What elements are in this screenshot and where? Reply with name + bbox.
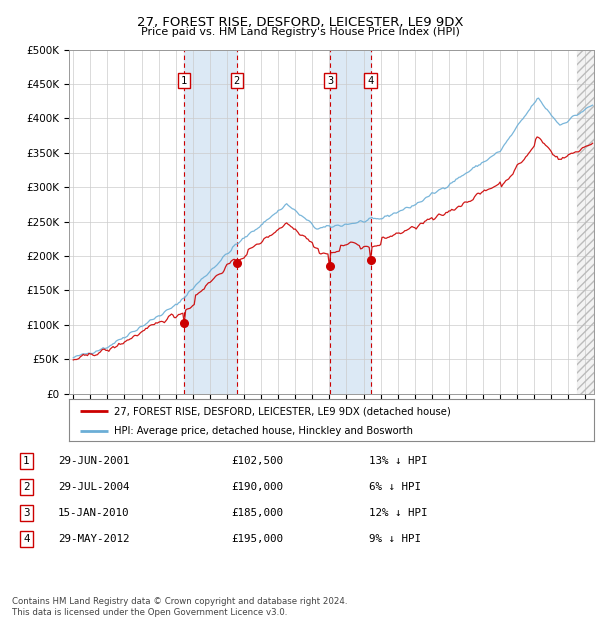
Text: 15-JAN-2010: 15-JAN-2010 <box>58 508 130 518</box>
Text: 1: 1 <box>181 76 187 86</box>
Text: £190,000: £190,000 <box>231 482 283 492</box>
Text: 4: 4 <box>367 76 374 86</box>
Text: 2: 2 <box>23 482 29 492</box>
Text: £102,500: £102,500 <box>231 456 283 466</box>
Text: 6% ↓ HPI: 6% ↓ HPI <box>369 482 421 492</box>
Text: HPI: Average price, detached house, Hinckley and Bosworth: HPI: Average price, detached house, Hinc… <box>113 426 413 436</box>
Text: £195,000: £195,000 <box>231 534 283 544</box>
Text: Price paid vs. HM Land Registry's House Price Index (HPI): Price paid vs. HM Land Registry's House … <box>140 27 460 37</box>
Bar <box>577 50 594 394</box>
Text: 29-JUL-2004: 29-JUL-2004 <box>58 482 130 492</box>
Text: 9% ↓ HPI: 9% ↓ HPI <box>369 534 421 544</box>
Text: 29-MAY-2012: 29-MAY-2012 <box>58 534 130 544</box>
Text: Contains HM Land Registry data © Crown copyright and database right 2024.
This d: Contains HM Land Registry data © Crown c… <box>12 598 347 617</box>
Text: 27, FOREST RISE, DESFORD, LEICESTER, LE9 9DX (detached house): 27, FOREST RISE, DESFORD, LEICESTER, LE9… <box>113 406 451 416</box>
Text: 29-JUN-2001: 29-JUN-2001 <box>58 456 130 466</box>
Text: 13% ↓ HPI: 13% ↓ HPI <box>369 456 428 466</box>
Text: 1: 1 <box>23 456 29 466</box>
Bar <box>577 50 594 394</box>
Text: 4: 4 <box>23 534 29 544</box>
Text: 3: 3 <box>327 76 333 86</box>
Text: 2: 2 <box>233 76 240 86</box>
Bar <box>330 50 371 394</box>
Text: £185,000: £185,000 <box>231 508 283 518</box>
Text: 12% ↓ HPI: 12% ↓ HPI <box>369 508 428 518</box>
Text: 3: 3 <box>23 508 29 518</box>
Bar <box>184 50 236 394</box>
Text: 27, FOREST RISE, DESFORD, LEICESTER, LE9 9DX: 27, FOREST RISE, DESFORD, LEICESTER, LE9… <box>137 16 463 29</box>
